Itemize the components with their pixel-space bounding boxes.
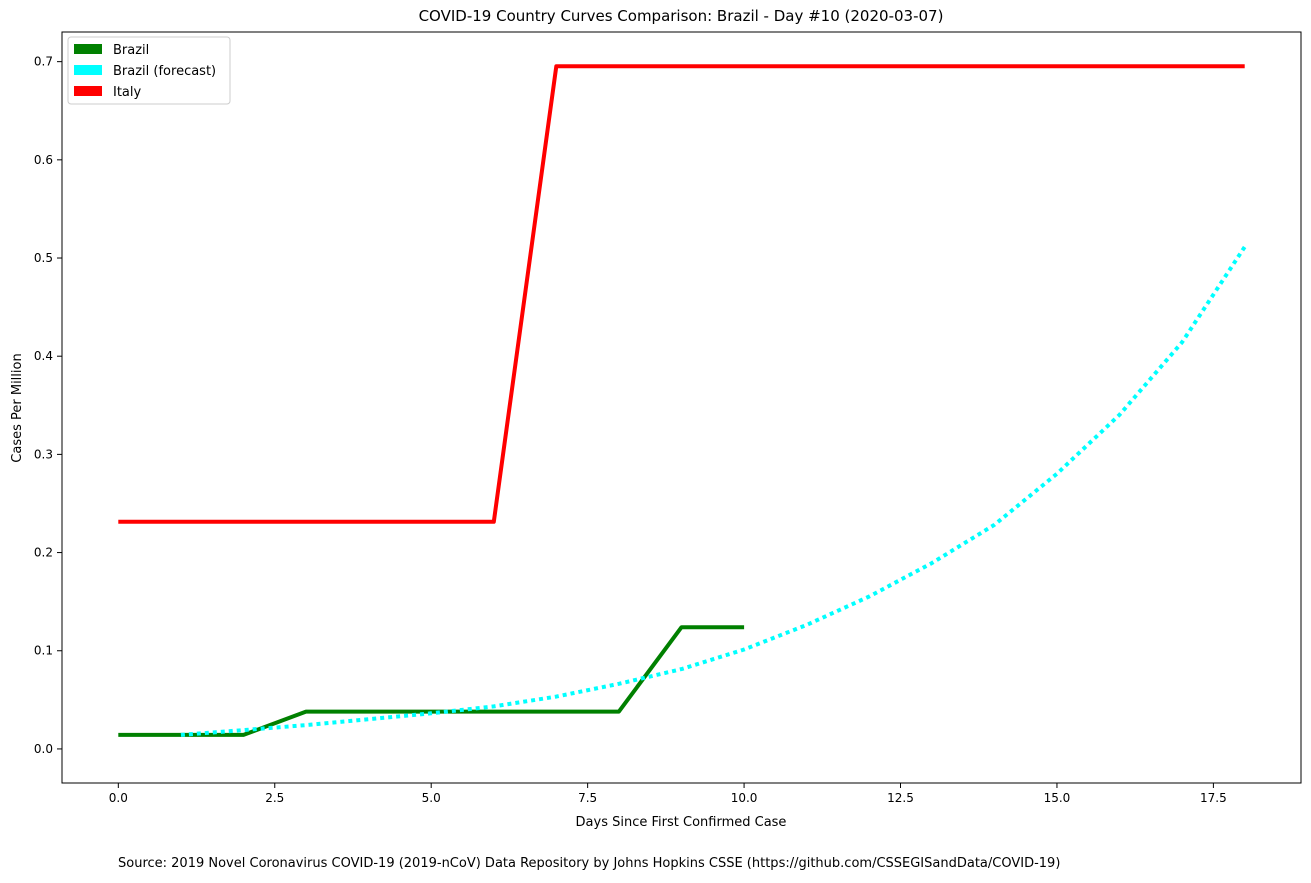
y-axis-label: Cases Per Million bbox=[10, 353, 25, 462]
x-axis-label: Days Since First Confirmed Case bbox=[576, 815, 787, 830]
legend-label: Brazil (forecast) bbox=[113, 64, 216, 79]
y-tick-label: 0.4 bbox=[34, 349, 53, 363]
x-tick-label: 17.5 bbox=[1200, 791, 1227, 805]
legend-swatch bbox=[74, 44, 102, 54]
y-tick-label: 0.6 bbox=[34, 153, 53, 167]
y-axis-ticks: 0.0 0.1 0.2 0.3 0.4 0.5 0.6 0.7 bbox=[34, 55, 62, 756]
y-tick-label: 0.0 bbox=[34, 742, 53, 756]
x-tick-label: 0.0 bbox=[109, 791, 128, 805]
series-line-brazil bbox=[118, 625, 745, 737]
x-tick-label: 10.0 bbox=[731, 791, 758, 805]
x-tick-label: 2.5 bbox=[265, 791, 284, 805]
y-tick-label: 0.1 bbox=[34, 644, 53, 658]
chart-title: COVID-19 Country Curves Comparison: Braz… bbox=[419, 7, 944, 25]
plot-frame bbox=[61, 31, 1302, 784]
legend-swatch bbox=[74, 86, 102, 96]
series-line-italy bbox=[118, 64, 1245, 524]
x-axis-ticks: 0.0 2.5 5.0 7.5 10.0 12.5 15.0 17.5 bbox=[109, 783, 1227, 805]
plot-lines bbox=[118, 64, 1247, 737]
x-tick-label: 12.5 bbox=[887, 791, 914, 805]
y-tick-label: 0.2 bbox=[34, 546, 53, 560]
y-tick-label: 0.3 bbox=[34, 447, 53, 461]
chart: COVID-19 Country Curves Comparison: Braz… bbox=[10, 7, 1302, 830]
x-tick-label: 15.0 bbox=[1044, 791, 1071, 805]
source-note: Source: 2019 Novel Coronavirus COVID-19 … bbox=[118, 856, 1061, 871]
legend-label: Italy bbox=[113, 85, 142, 100]
x-tick-label: 5.0 bbox=[422, 791, 441, 805]
series-line-brazil-forecast bbox=[180, 245, 1247, 737]
x-tick-label: 7.5 bbox=[578, 791, 597, 805]
legend-box bbox=[67, 36, 231, 105]
y-tick-label: 0.7 bbox=[34, 55, 53, 69]
legend: Brazil Brazil (forecast) Italy bbox=[67, 36, 231, 105]
legend-swatch bbox=[74, 65, 102, 75]
legend-entries: Brazil Brazil (forecast) Italy bbox=[74, 43, 216, 100]
y-tick-label: 0.5 bbox=[34, 251, 53, 265]
legend-label: Brazil bbox=[113, 43, 149, 58]
